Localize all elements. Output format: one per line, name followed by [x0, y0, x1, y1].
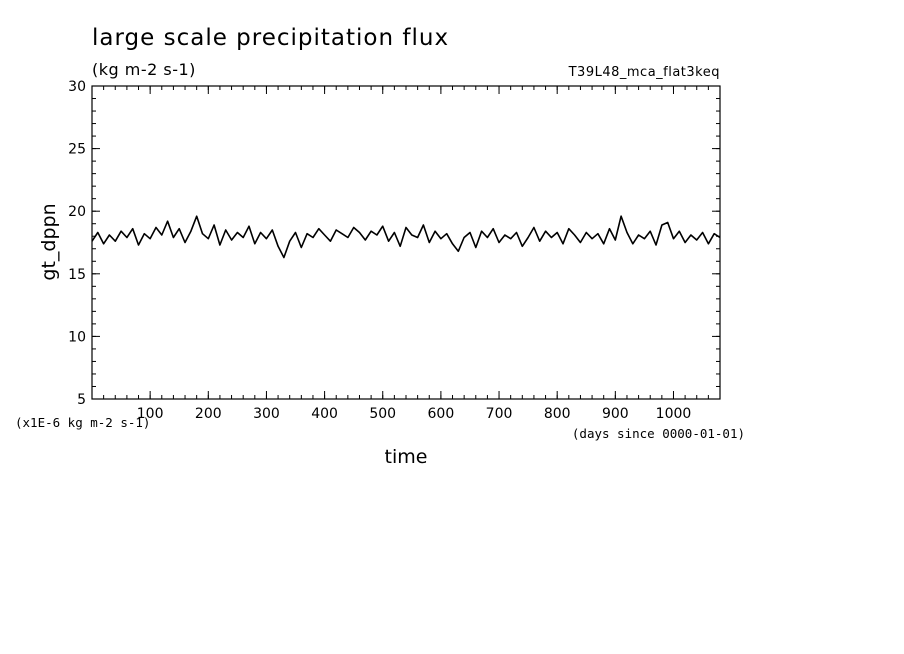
y-axis-title: gt_dppn	[38, 203, 60, 280]
x-tick-label: 700	[486, 406, 513, 422]
series-line	[91, 215, 721, 259]
x-tick-label: 100	[137, 406, 164, 422]
x-tick-labels: 100 200 300 400 500 600 700 800 900 1000	[137, 406, 692, 422]
x-tick-label: 1000	[656, 406, 692, 422]
x-units-label: (days since 0000-01-01)	[572, 426, 745, 441]
y-tick-labels: 5 10 15 20 25 30	[68, 79, 86, 408]
major-ticks	[92, 85, 720, 400]
y-tick-label: 30	[68, 79, 86, 95]
y-tick-label: 20	[68, 204, 86, 220]
x-tick-label: 400	[311, 406, 338, 422]
x-axis-title: time	[385, 446, 428, 468]
y-tick-label: 15	[68, 267, 86, 283]
plot-frame	[91, 85, 721, 400]
y-scale-label: (x1E-6 kg m-2 s-1)	[15, 415, 150, 430]
y-tick-label: 5	[77, 392, 86, 408]
y-tick-label: 25	[68, 142, 86, 158]
chart-units: (kg m-2 s-1)	[92, 60, 196, 79]
x-tick-label: 800	[544, 406, 571, 422]
case-name: T39L48_mca_flat3keq	[568, 65, 720, 80]
x-tick-label: 900	[602, 406, 629, 422]
x-tick-label: 600	[428, 406, 455, 422]
chart-title: large scale precipitation flux	[92, 25, 449, 51]
x-tick-label: 200	[195, 406, 222, 422]
y-tick-label: 10	[68, 329, 86, 345]
x-tick-label: 500	[369, 406, 396, 422]
x-tick-label: 300	[253, 406, 280, 422]
minor-ticks	[92, 86, 720, 399]
